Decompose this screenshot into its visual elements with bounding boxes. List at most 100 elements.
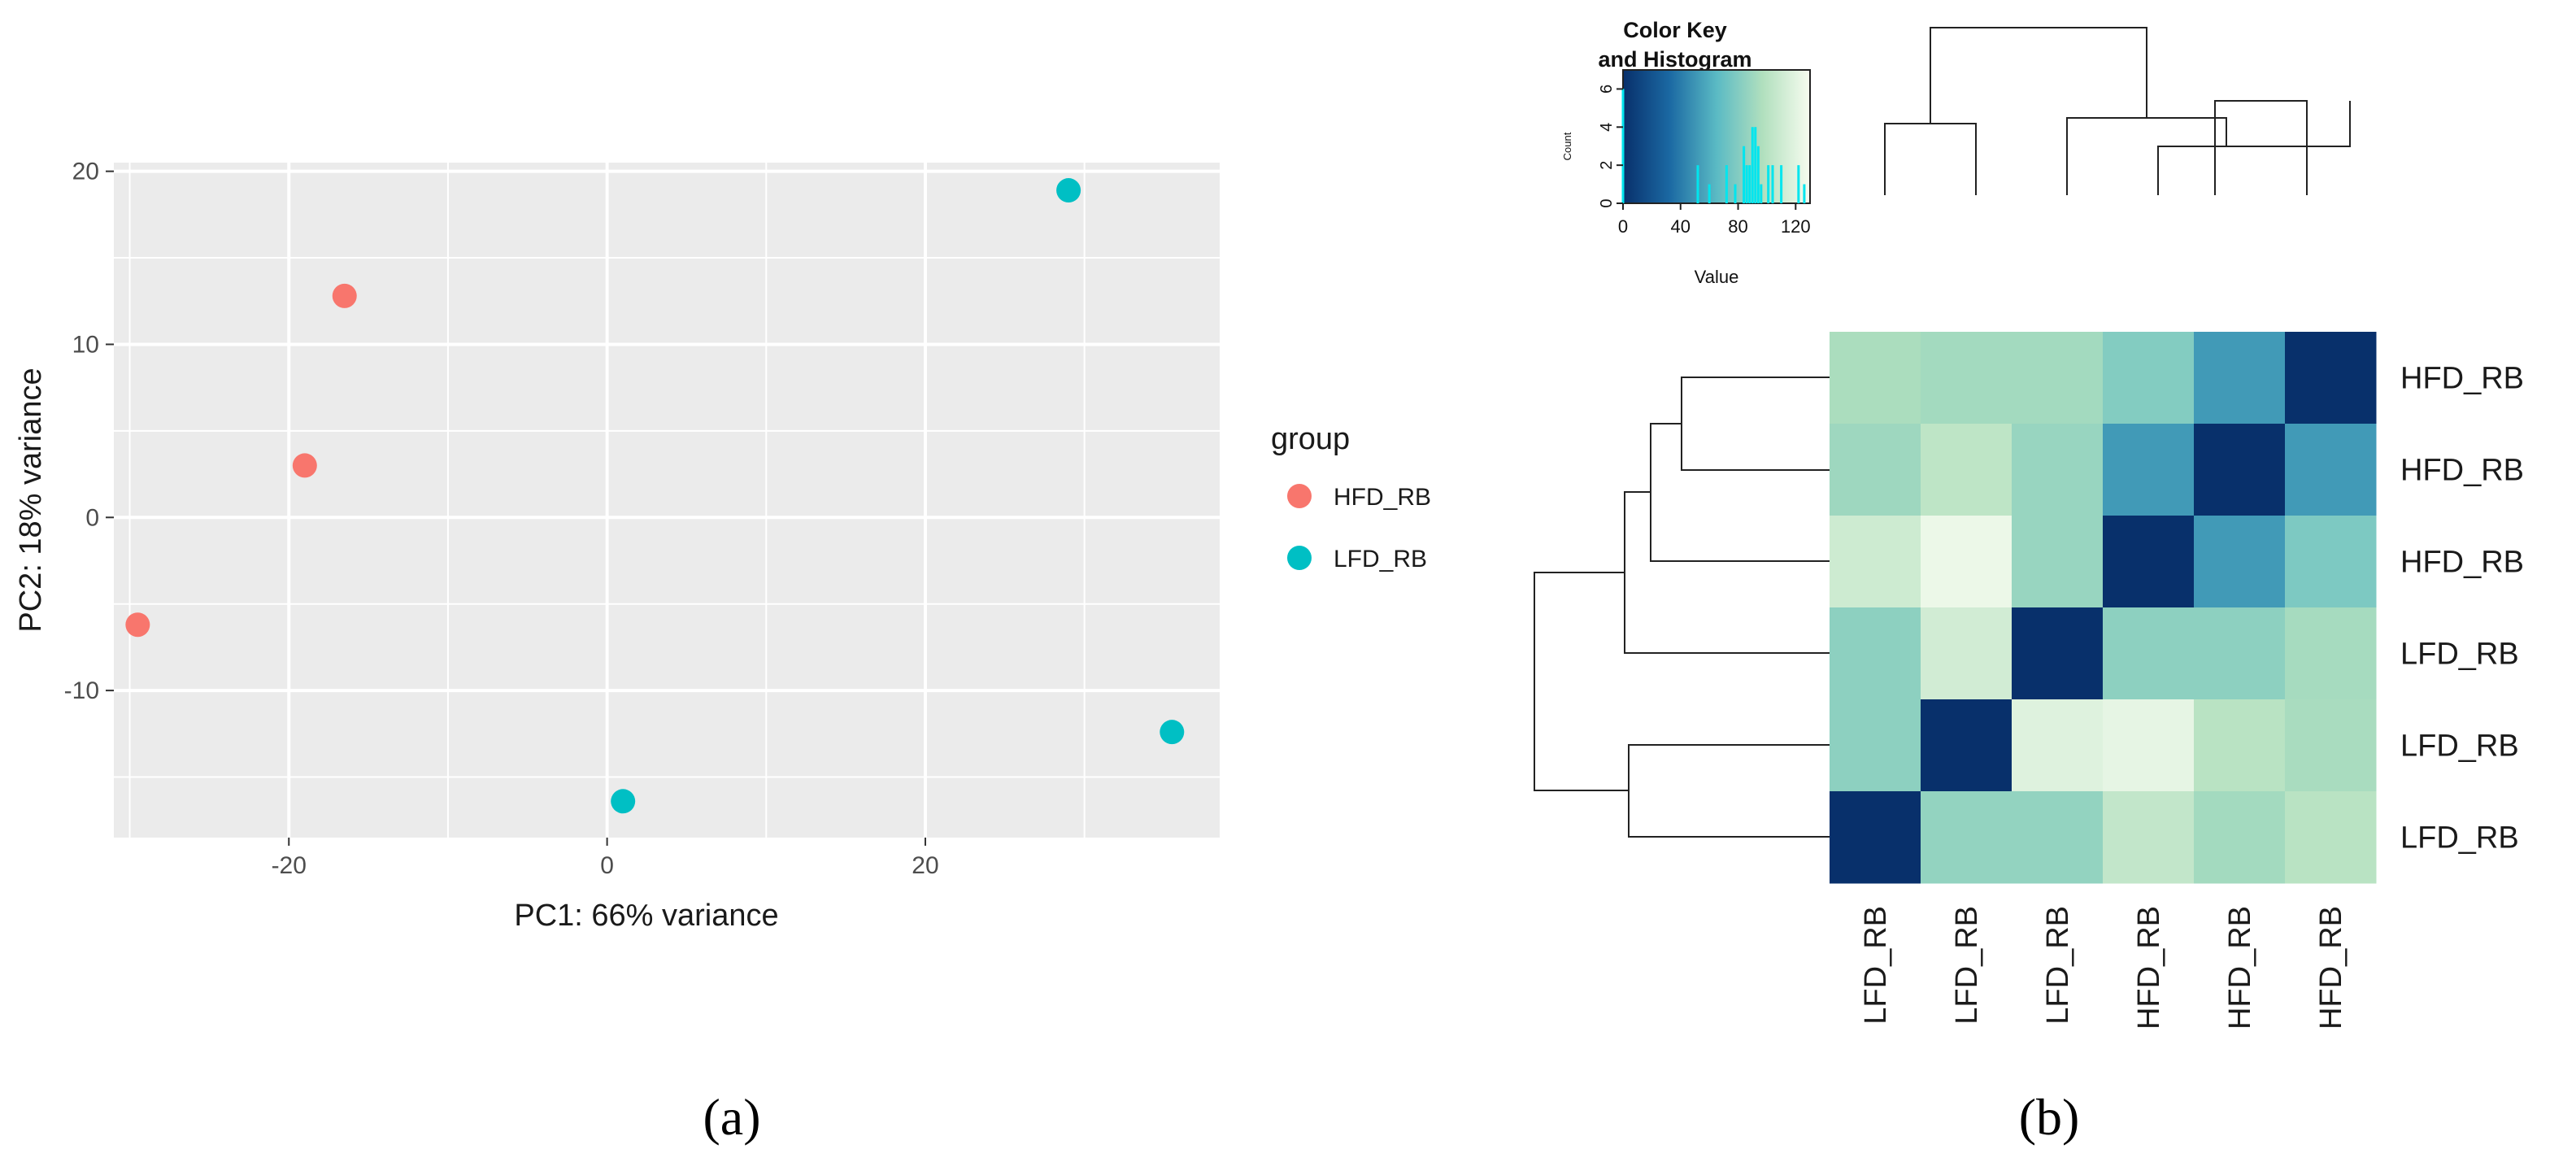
- color-key-gradient: [1622, 69, 1811, 204]
- heatmap-cell: [1830, 424, 1921, 516]
- row-labels: HFD_RB HFD_RB HFD_RB LFD_RB LFD_RB LFD_RB: [2400, 362, 2524, 855]
- color-key-y-label: Count: [1561, 132, 1573, 160]
- column-label: LFD_RB: [1859, 906, 1893, 1025]
- heatmap-cell: [2103, 516, 2195, 608]
- heatmap-cell: [1921, 516, 2012, 608]
- heatmap-cell: [1830, 699, 1921, 792]
- heatmap-cells: [1830, 332, 2377, 884]
- heatmap-cell: [2103, 791, 2195, 884]
- legend-title: group: [1271, 422, 1350, 456]
- heatmap-cell: [1830, 332, 1921, 424]
- heatmap-cell: [2103, 607, 2195, 700]
- color-key-y-tick-label: 6: [1598, 85, 1616, 94]
- row-label: LFD_RB: [2400, 821, 2519, 855]
- heatmap-cell: [1921, 699, 2012, 792]
- heatmap-cell: [2285, 699, 2377, 792]
- panel-label-b: (b): [2019, 1088, 2080, 1146]
- col-dendro-link-2: [2157, 101, 2351, 195]
- heatmap-cell: [2194, 516, 2286, 608]
- heatmap-cell: [1921, 607, 2012, 700]
- heatmap-cell: [2285, 424, 2377, 516]
- color-key-histogram: [1621, 89, 1806, 203]
- y-tick-label: 20: [72, 159, 99, 185]
- row-dendro-link-3: [1624, 491, 1830, 654]
- row-dendro-link-2: [1650, 423, 1830, 562]
- heatmap-cell: [2012, 791, 2104, 884]
- col-dendro-link-5: [1930, 27, 2147, 124]
- row-dendro-link-5: [1534, 572, 1629, 791]
- y-axis-label: PC2: 18% variance: [14, 368, 48, 632]
- row-label: LFD_RB: [2400, 729, 2519, 764]
- heatmap-cell: [1921, 791, 2012, 884]
- color-key-x-label: Value: [1695, 267, 1739, 287]
- color-key-y-tick-label: 0: [1598, 198, 1616, 207]
- heatmap-cell: [2012, 424, 2104, 516]
- data-point-hfd-rb: [292, 453, 317, 478]
- color-key-x-ticks: 0 40 80 120: [1618, 203, 1811, 237]
- color-key-subtitle: and Histogram: [1598, 47, 1751, 72]
- data-points: [125, 178, 1185, 814]
- row-label: HFD_RB: [2400, 546, 2524, 580]
- color-key-y-ticks: 0 2 4 6: [1598, 85, 1623, 208]
- color-key-x-tick-label: 0: [1618, 216, 1628, 237]
- heatmap-panel: Color Key and Histogram 0 40 80 120 0 2 4 6 Va…: [1534, 18, 2524, 1146]
- heatmap-cell: [2285, 607, 2377, 700]
- heatmap-cell: [1830, 516, 1921, 608]
- color-key-x-tick-label: 80: [1728, 216, 1747, 237]
- row-label: HFD_RB: [2400, 362, 2524, 396]
- color-key-title: Color Key: [1623, 18, 1727, 42]
- y-axis-ticks: -10 0 10 20: [64, 159, 114, 704]
- color-key-x-tick-label: 40: [1671, 216, 1690, 237]
- grid-lines: [114, 163, 1220, 838]
- column-label: LFD_RB: [2041, 906, 2075, 1025]
- legend-swatch: [1287, 546, 1312, 570]
- heatmap-cell: [2194, 424, 2286, 516]
- color-key: Color Key and Histogram 0 40 80 120 0 2 4 6 Va…: [1561, 18, 1811, 287]
- heatmap-cell: [1921, 424, 2012, 516]
- x-axis-ticks: -20 0 20: [272, 838, 939, 879]
- heatmap-cell: [2012, 699, 2104, 792]
- legend: group HFD_RB LFD_RB: [1271, 422, 1431, 572]
- legend-swatch: [1287, 484, 1312, 508]
- heatmap-cell: [2103, 332, 2195, 424]
- column-dendrogram: [1884, 27, 2351, 195]
- column-label: HFD_RB: [2132, 906, 2166, 1030]
- row-label: LFD_RB: [2400, 638, 2519, 672]
- heatmap-cell: [2012, 516, 2104, 608]
- col-dendro-link-1: [2214, 100, 2308, 195]
- heatmap-cell: [1830, 607, 1921, 700]
- heatmap-cell: [2194, 699, 2286, 792]
- heatmap-cell: [1830, 791, 1921, 884]
- x-tick-label: 0: [600, 852, 614, 879]
- y-tick-label: -10: [64, 677, 99, 704]
- color-key-y-tick-label: 4: [1598, 123, 1616, 132]
- heatmap-cell: [2012, 332, 2104, 424]
- legend-label: HFD_RB: [1334, 484, 1431, 511]
- data-point-lfd-rb: [1056, 178, 1081, 203]
- column-labels: LFD_RB LFD_RB LFD_RB HFD_RB HFD_RB HFD_RB: [1859, 906, 2348, 1030]
- col-dendro-link-4: [1884, 123, 1977, 195]
- heatmap-cell: [2194, 607, 2286, 700]
- heatmap-cell: [2103, 699, 2195, 792]
- plot-background: [114, 163, 1220, 838]
- legend-items: HFD_RB LFD_RB: [1287, 484, 1431, 572]
- x-tick-label: 20: [912, 852, 938, 879]
- data-point-lfd-rb: [611, 789, 636, 814]
- heatmap-cell: [2012, 607, 2104, 700]
- heatmap-cell: [1921, 332, 2012, 424]
- column-label: LFD_RB: [1950, 906, 1984, 1025]
- col-dendro-link-3: [2066, 117, 2227, 195]
- heatmap-cell: [2285, 332, 2377, 424]
- row-dendro-link-1: [1681, 377, 1830, 471]
- data-point-hfd-rb: [125, 612, 150, 638]
- panel-label-a: (a): [703, 1088, 760, 1146]
- legend-label: LFD_RB: [1334, 546, 1427, 572]
- color-key-x-tick-label: 120: [1781, 216, 1811, 237]
- column-label: HFD_RB: [2223, 906, 2257, 1030]
- heatmap-cell: [2285, 516, 2377, 608]
- x-tick-label: -20: [272, 852, 307, 879]
- row-dendro-link-4: [1628, 744, 1830, 838]
- x-axis-label: PC1: 66% variance: [514, 899, 778, 933]
- pca-scatter-panel: -20 0 20 -10 0 10 20 PC1: 66% variance PC2: 1…: [14, 159, 1431, 1146]
